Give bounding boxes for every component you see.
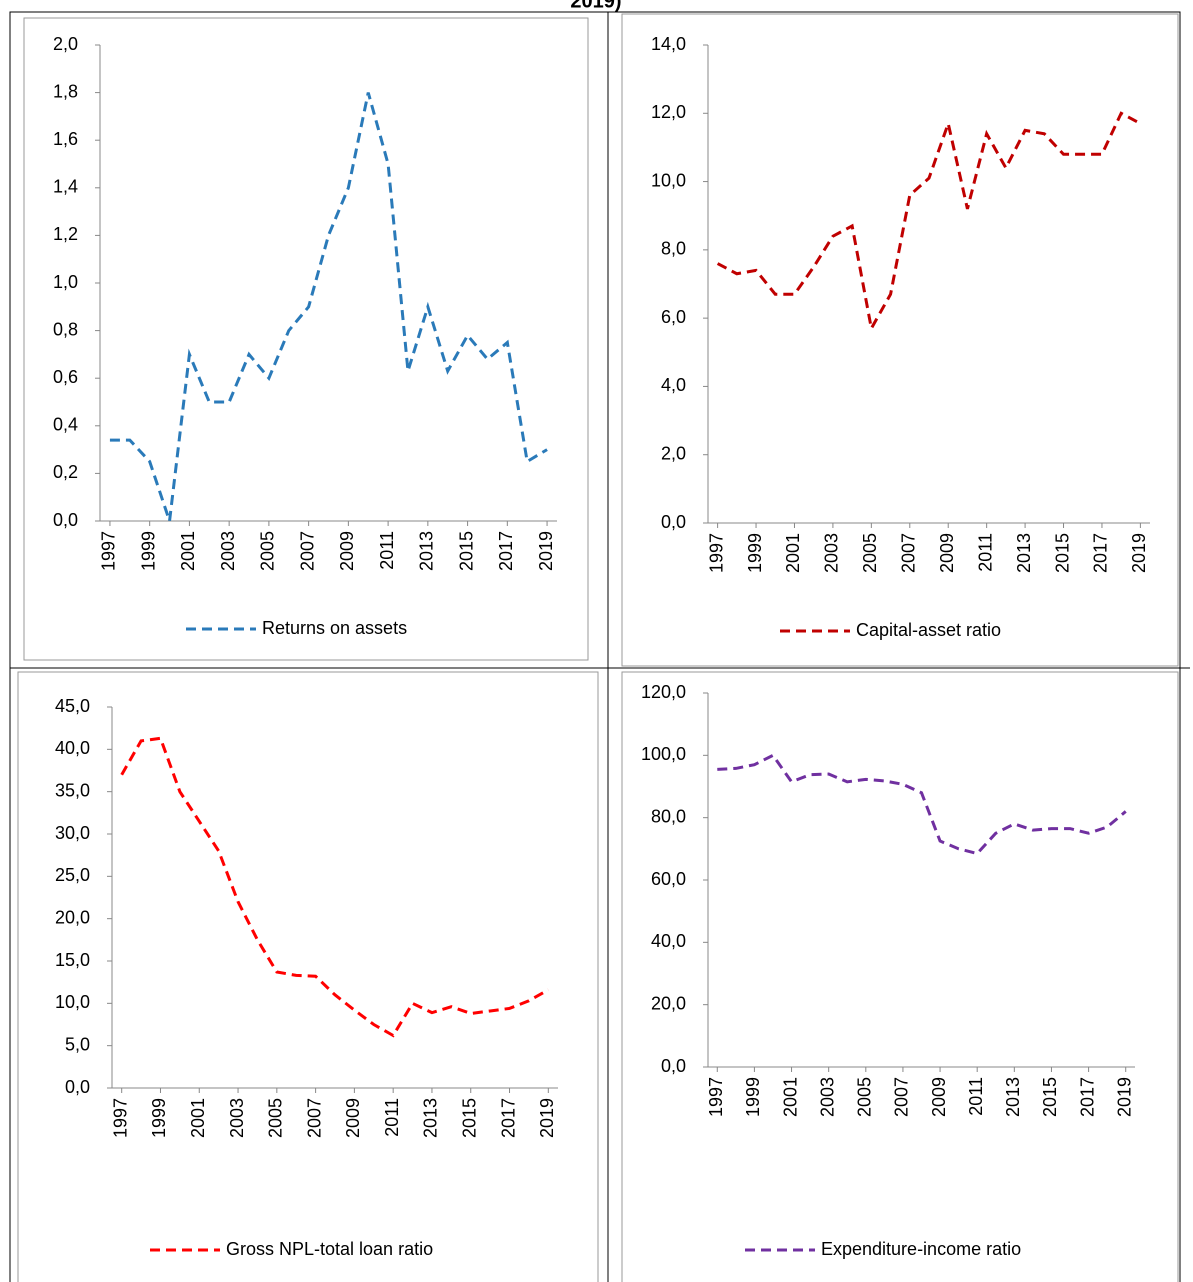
y-tick-label: 20,0 bbox=[651, 993, 686, 1013]
x-tick-label: 1999 bbox=[138, 531, 158, 571]
legend-label: Expenditure-income ratio bbox=[821, 1239, 1021, 1259]
x-tick-label: 2001 bbox=[188, 1098, 208, 1138]
chart-frame bbox=[23, 17, 589, 661]
data-line bbox=[717, 753, 1127, 856]
x-tick-label: 2011 bbox=[966, 1077, 986, 1116]
chart-frame bbox=[17, 671, 599, 1282]
x-tick-label: 1997 bbox=[99, 531, 119, 571]
table-border bbox=[9, 11, 1181, 1282]
x-tick-label: 2015 bbox=[459, 1098, 479, 1138]
x-tick-label: 2013 bbox=[421, 1098, 441, 1138]
x-tick-label: 2011 bbox=[377, 531, 397, 570]
y-tick-label: 120,0 bbox=[641, 682, 686, 702]
y-tick-label: 15,0 bbox=[55, 950, 90, 970]
x-tick-label: 2017 bbox=[496, 531, 516, 571]
y-tick-label: 0,2 bbox=[53, 462, 78, 482]
x-tick-label: 2003 bbox=[817, 1077, 837, 1117]
x-tick-label: 2017 bbox=[498, 1098, 518, 1138]
x-tick-label: 1997 bbox=[706, 533, 726, 573]
y-tick-label: 2,0 bbox=[661, 443, 686, 463]
y-tick-label: 2,0 bbox=[53, 34, 78, 54]
y-tick-label: 35,0 bbox=[55, 780, 90, 800]
y-tick-label: 1,6 bbox=[53, 129, 78, 149]
x-tick-label: 1997 bbox=[706, 1077, 726, 1117]
x-tick-label: 2013 bbox=[1003, 1077, 1023, 1117]
y-tick-label: 40,0 bbox=[651, 931, 686, 951]
y-tick-label: 10,0 bbox=[651, 170, 686, 190]
x-tick-label: 2005 bbox=[860, 533, 880, 573]
y-tick-label: 40,0 bbox=[55, 738, 90, 758]
y-tick-label: 10,0 bbox=[55, 992, 90, 1012]
x-tick-label: 2015 bbox=[456, 531, 476, 571]
x-tick-label: 2005 bbox=[258, 531, 278, 571]
x-tick-label: 2003 bbox=[227, 1098, 247, 1138]
y-tick-label: 0,6 bbox=[53, 367, 78, 387]
x-tick-label: 2003 bbox=[822, 533, 842, 573]
y-tick-label: 30,0 bbox=[55, 823, 90, 843]
y-tick-label: 0,0 bbox=[661, 512, 686, 532]
x-tick-label: 2019 bbox=[536, 531, 556, 571]
y-tick-label: 8,0 bbox=[661, 239, 686, 259]
x-tick-label: 2015 bbox=[1052, 533, 1072, 573]
y-tick-label: 0,0 bbox=[661, 1056, 686, 1076]
x-tick-label: 2017 bbox=[1077, 1077, 1097, 1117]
x-tick-label: 2001 bbox=[780, 1077, 800, 1117]
y-tick-label: 0,8 bbox=[53, 319, 78, 339]
y-tick-label: 14,0 bbox=[651, 34, 686, 54]
y-tick-label: 12,0 bbox=[651, 102, 686, 122]
y-tick-label: 5,0 bbox=[65, 1034, 90, 1054]
x-tick-label: 2013 bbox=[1014, 533, 1034, 573]
x-tick-label: 2003 bbox=[218, 531, 238, 571]
x-tick-label: 2009 bbox=[929, 1077, 949, 1117]
x-tick-label: 2009 bbox=[343, 1098, 363, 1138]
y-tick-label: 20,0 bbox=[55, 907, 90, 927]
data-line bbox=[120, 736, 550, 1038]
x-tick-label: 2005 bbox=[266, 1098, 286, 1138]
x-tick-label: 2009 bbox=[937, 533, 957, 573]
chart-frame bbox=[621, 671, 1179, 1282]
y-tick-label: 4,0 bbox=[661, 375, 686, 395]
legend-label: Returns on assets bbox=[262, 618, 407, 638]
x-tick-label: 2005 bbox=[855, 1077, 875, 1117]
y-tick-label: 1,4 bbox=[53, 177, 78, 197]
x-tick-label: 2017 bbox=[1091, 533, 1111, 573]
legend-label: Capital-asset ratio bbox=[856, 620, 1001, 640]
y-tick-label: 0,0 bbox=[65, 1077, 90, 1097]
x-tick-label: 1999 bbox=[745, 533, 765, 573]
x-tick-label: 2007 bbox=[892, 1077, 912, 1117]
x-tick-label: 2015 bbox=[1040, 1077, 1060, 1117]
page-title: 2019) bbox=[570, 0, 621, 12]
x-tick-label: 2001 bbox=[178, 531, 198, 571]
data-line bbox=[716, 111, 1142, 333]
x-tick-label: 2019 bbox=[1129, 533, 1149, 573]
y-tick-label: 0,4 bbox=[53, 415, 78, 435]
y-tick-label: 6,0 bbox=[661, 307, 686, 327]
y-tick-label: 45,0 bbox=[55, 696, 90, 716]
data-line bbox=[109, 92, 548, 522]
x-tick-label: 2007 bbox=[304, 1098, 324, 1138]
x-tick-label: 2001 bbox=[783, 533, 803, 573]
y-tick-label: 1,2 bbox=[53, 224, 78, 244]
x-tick-label: 2009 bbox=[337, 531, 357, 571]
y-tick-label: 60,0 bbox=[651, 869, 686, 889]
y-tick-label: 100,0 bbox=[641, 744, 686, 764]
x-tick-label: 2013 bbox=[417, 531, 437, 571]
x-tick-label: 1997 bbox=[110, 1098, 130, 1138]
y-tick-label: 1,0 bbox=[53, 272, 78, 292]
chart-frame bbox=[621, 13, 1179, 667]
x-tick-label: 2007 bbox=[297, 531, 317, 571]
x-tick-label: 2011 bbox=[975, 533, 995, 572]
x-tick-label: 2019 bbox=[1114, 1077, 1134, 1117]
y-tick-label: 1,8 bbox=[53, 81, 78, 101]
x-tick-label: 2007 bbox=[899, 533, 919, 573]
x-tick-label: 2011 bbox=[382, 1098, 402, 1137]
y-tick-label: 0,0 bbox=[53, 510, 78, 530]
legend-label: Gross NPL-total loan ratio bbox=[226, 1239, 433, 1259]
y-tick-label: 80,0 bbox=[651, 806, 686, 826]
x-tick-label: 1999 bbox=[149, 1098, 169, 1138]
y-tick-label: 25,0 bbox=[55, 865, 90, 885]
x-tick-label: 1999 bbox=[743, 1077, 763, 1117]
x-tick-label: 2019 bbox=[537, 1098, 557, 1138]
